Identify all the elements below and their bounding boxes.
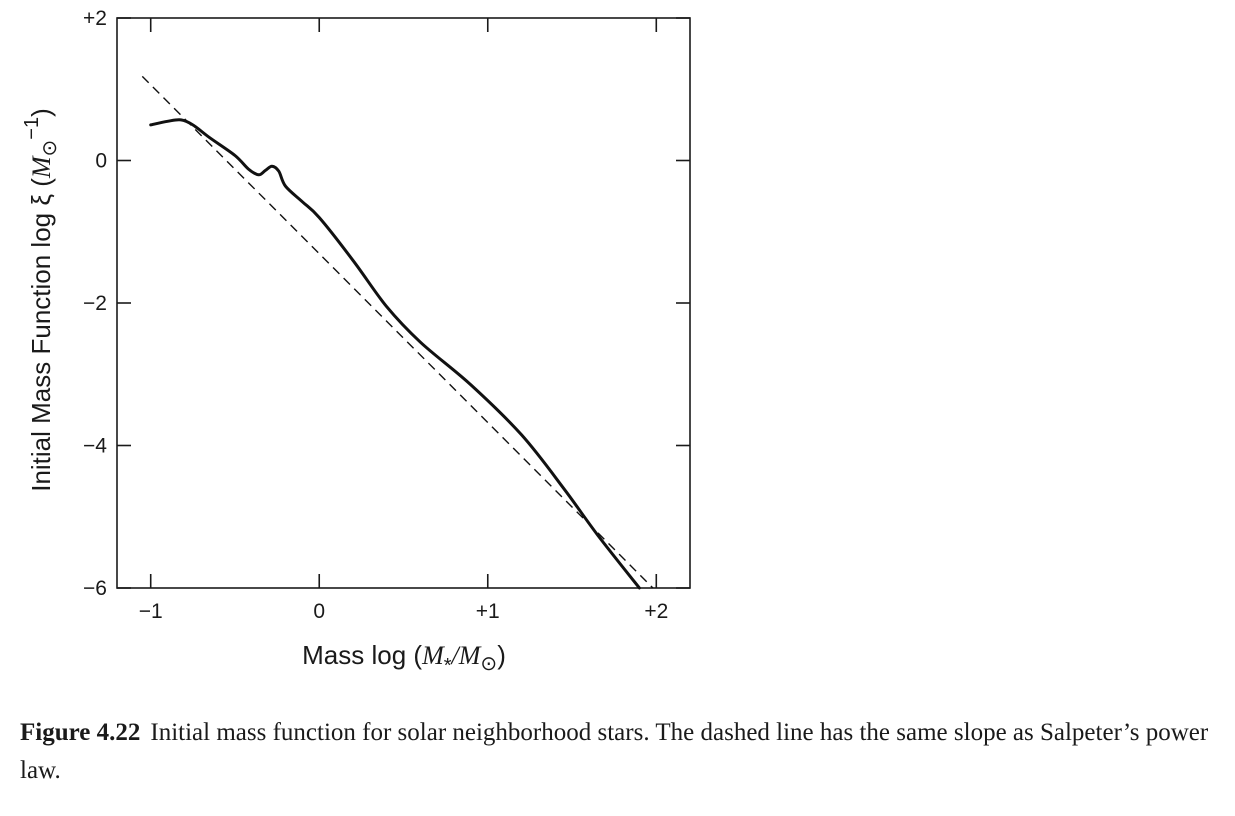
imf-curve xyxy=(149,118,641,590)
caption-text: Initial mass function for solar neighbor… xyxy=(20,719,1209,784)
plot-frame xyxy=(116,17,691,589)
imf-chart: −1 0 +1 +2 −6 −4 −2 0 +2 Mass log (M*/M⊙) Initia… xyxy=(21,7,691,677)
y-tick-label: −4 xyxy=(83,435,107,458)
y-tick-label: +2 xyxy=(83,7,107,30)
y-axis-label: Initial Mass Function log ξ (M⊙−1) xyxy=(21,108,61,492)
y-tick-label: −6 xyxy=(83,577,107,600)
x-tick-label: +2 xyxy=(644,600,668,623)
x-tick-label: +1 xyxy=(476,600,500,623)
data-series xyxy=(141,75,654,590)
caption-label: Figure 4.22 xyxy=(20,719,141,746)
x-axis-label: Mass log (M*/M⊙) xyxy=(302,640,506,677)
axis-tick-labels: −1 0 +1 +2 −6 −4 −2 0 +2 xyxy=(83,7,668,623)
axis-ticks xyxy=(117,17,690,589)
x-tick-label: 0 xyxy=(313,600,325,623)
figure-caption: Figure 4.22 Initial mass function for sol… xyxy=(20,714,1210,790)
salpeter-slope-line xyxy=(141,75,654,589)
x-tick-label: −1 xyxy=(139,600,163,623)
y-tick-label: −2 xyxy=(83,292,107,315)
y-tick-label: 0 xyxy=(95,150,107,173)
